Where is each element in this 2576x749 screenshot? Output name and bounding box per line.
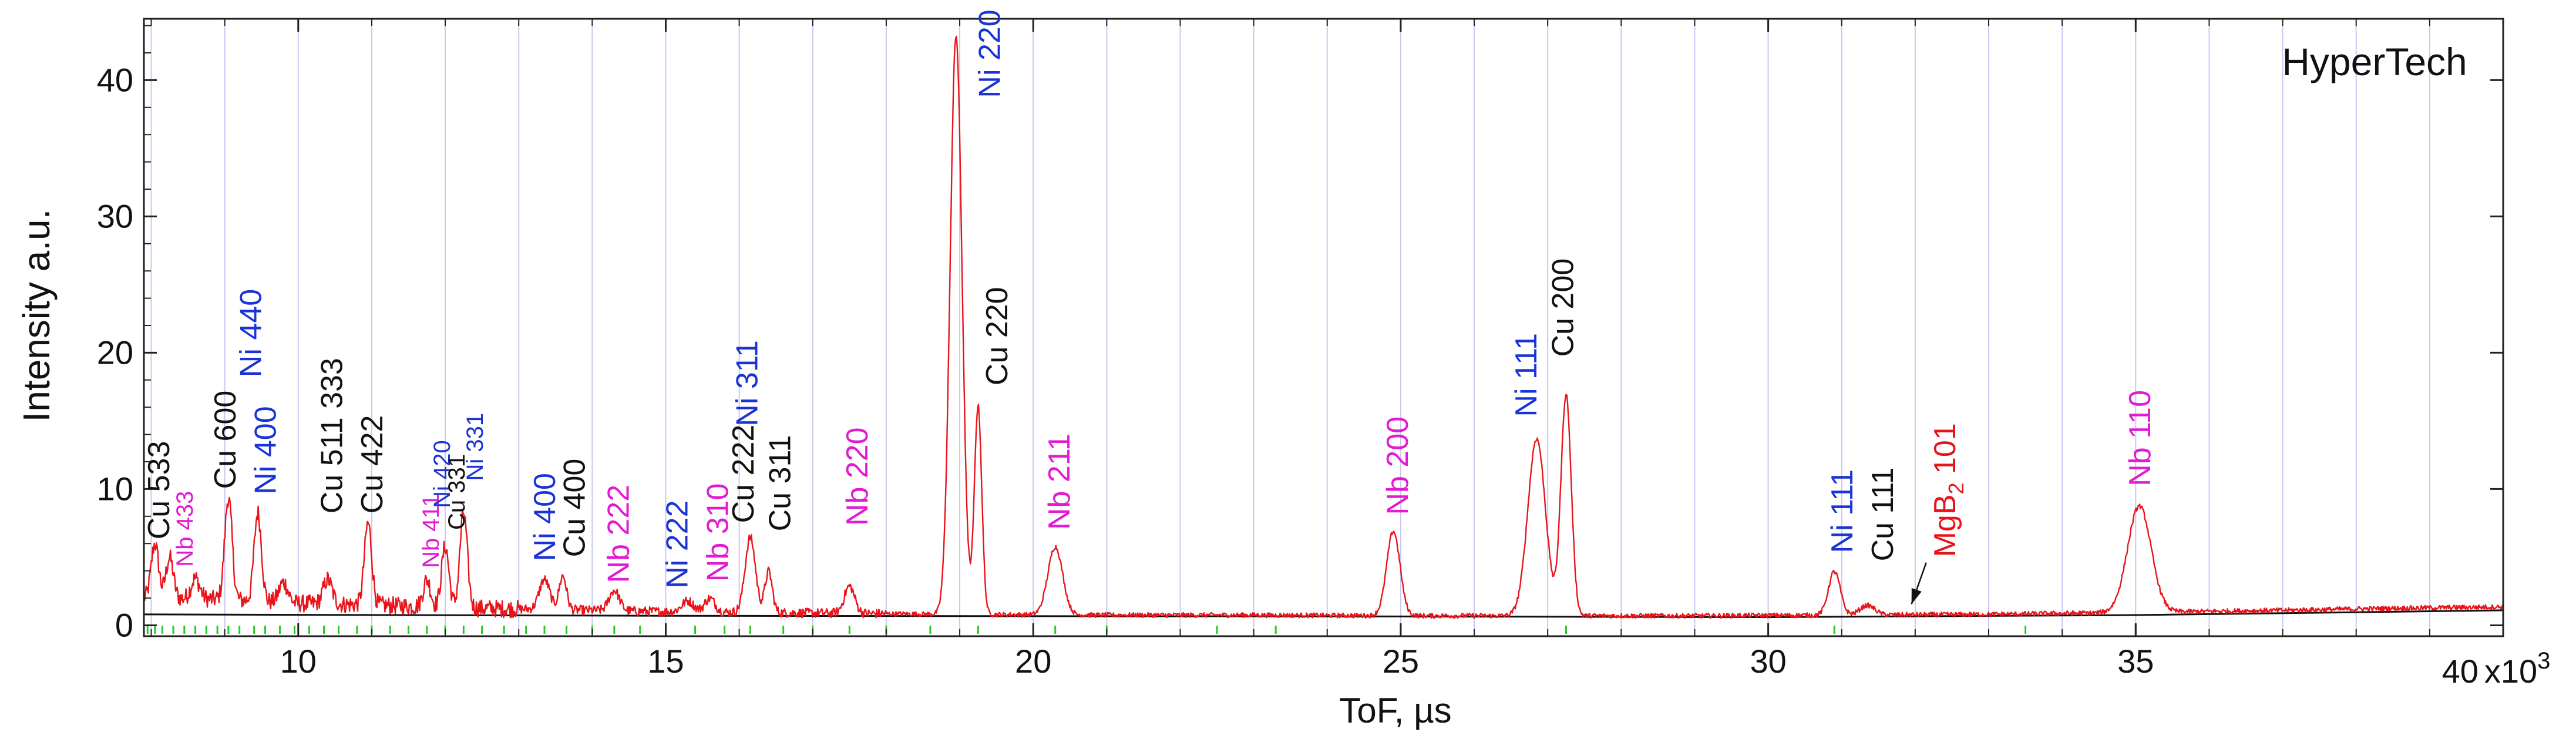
peak-label: Ni 400 <box>528 473 562 561</box>
peak-label: Cu 533 <box>142 441 176 540</box>
peak-label: Cu 422 <box>355 415 389 514</box>
peak-label: Cu 600 <box>208 391 243 489</box>
y-tick-label: 20 <box>97 334 133 371</box>
mgb2-subscript: 2 <box>1944 482 1968 494</box>
peak-label: Cu 331 <box>444 454 470 530</box>
x-axis-multiplier-base: 40 <box>2442 653 2479 690</box>
x-axis-multiplier: 40 x103 <box>2442 648 2551 690</box>
x-axis-multiplier-note: x10 <box>2484 653 2537 690</box>
peak-label: Ni 400 <box>249 406 283 494</box>
x-axis-multiplier-exponent: 3 <box>2537 648 2550 674</box>
peak-label: Ni 222 <box>661 500 695 588</box>
mgb2-hkl: 101 <box>1928 423 1962 482</box>
peak-label: Nb 110 <box>2123 390 2157 486</box>
plot-frame <box>143 18 2504 637</box>
x-tick-label: 35 <box>2117 643 2154 680</box>
peak-label: Nb 220 <box>840 427 875 526</box>
mgb2-arrow-head <box>1911 587 1922 604</box>
peak-label: Ni 111 <box>1509 333 1543 417</box>
y-tick-label: 30 <box>97 197 133 234</box>
peak-label: Ni 440 <box>234 289 268 377</box>
peak-label: Cu 200 <box>1546 258 1580 357</box>
peak-label: Ni 420 <box>429 440 455 508</box>
data-curve-layer <box>143 35 2504 619</box>
peak-label: Cu 222 <box>727 425 761 523</box>
x-axis-label: ToF, µs <box>1339 691 1451 730</box>
peak-label: Nb 411 <box>418 494 444 568</box>
x-tick-label: 15 <box>647 643 684 680</box>
peak-label: Nb 433 <box>172 491 198 567</box>
peak-label: Cu 111 <box>1866 467 1900 561</box>
peak-label: Nb 310 <box>701 483 735 582</box>
y-axis-label: Intensity a.u. <box>15 209 58 422</box>
mgb2-peak-label: MgB2 101 <box>1928 423 1968 557</box>
peak-label: Nb 222 <box>601 485 635 583</box>
x-tick-label: 10 <box>280 643 317 680</box>
mgb2-formula: MgB <box>1928 494 1962 557</box>
peak-label: Cu 511 333 <box>315 358 349 513</box>
peak-label: Ni 111 <box>1825 469 1859 553</box>
brand-label: HyperTech <box>2282 40 2467 83</box>
y-tick-label: 40 <box>97 61 133 98</box>
x-tick-label: 30 <box>1750 643 1786 680</box>
peak-label: Cu 311 <box>764 435 798 532</box>
axes: 10 15 20 25 30 35 0 10 20 30 40 <box>97 19 2504 680</box>
x-tick-label: 25 <box>1383 643 1419 680</box>
peak-label: Ni 220 <box>973 9 1007 98</box>
peak-label: Ni 311 <box>730 340 764 426</box>
y-tick-label: 0 <box>115 606 133 643</box>
data-curve <box>143 35 2504 619</box>
peak-label: Cu 400 <box>557 459 591 557</box>
x-tick-label: 20 <box>1015 643 1051 680</box>
peak-label: Cu 220 <box>980 287 1014 385</box>
peak-label: Nb 200 <box>1381 417 1415 515</box>
peak-label: Nb 211 <box>1042 434 1077 530</box>
peak-label: Ni 331 <box>462 413 488 481</box>
y-tick-label: 10 <box>97 470 133 507</box>
